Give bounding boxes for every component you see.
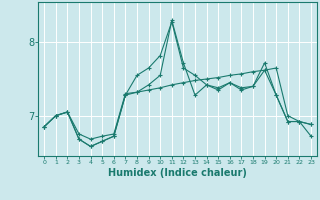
X-axis label: Humidex (Indice chaleur): Humidex (Indice chaleur) [108,168,247,178]
